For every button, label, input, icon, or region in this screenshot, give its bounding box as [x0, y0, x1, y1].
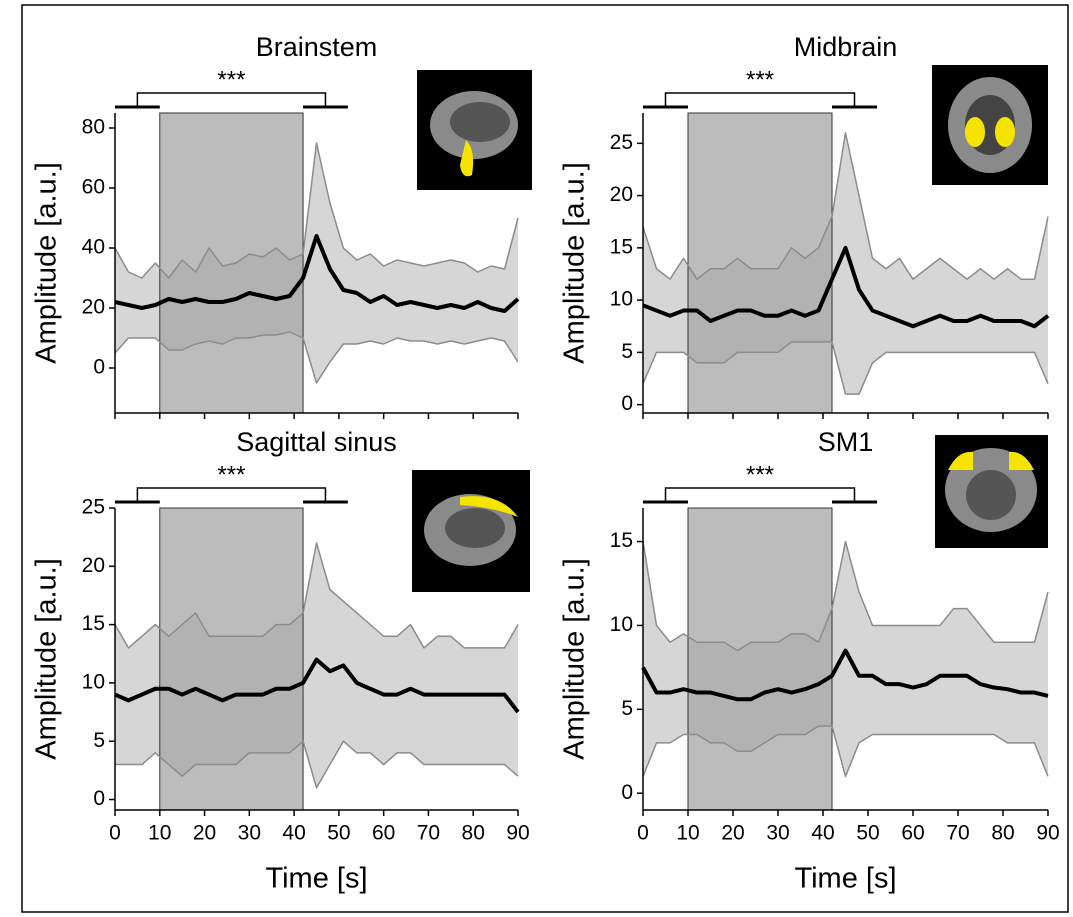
- x-tick-label: 30: [238, 822, 261, 845]
- panel-title: SM1: [818, 427, 874, 457]
- mean-line: [114, 657, 520, 714]
- significance-bracket: [136, 92, 327, 107]
- y-tick-label: 0: [93, 356, 105, 379]
- plots: 0 20 40 60 80 Brainstem Amplitude [a.u.] *** 0 5 1…: [31, 32, 1060, 895]
- x-tick-label: 90: [1036, 822, 1059, 845]
- y-tick-label: 20: [82, 296, 105, 319]
- lower-line: [114, 331, 519, 384]
- shaded-region: [159, 507, 304, 811]
- shaded-region: [687, 112, 833, 414]
- y-tick-label: 10: [82, 670, 105, 693]
- y-tick-label: 15: [82, 612, 105, 635]
- x-axis-label: Time [s]: [265, 863, 367, 895]
- panel-title: Brainstem: [256, 32, 378, 62]
- y-tick-label: 20: [610, 183, 633, 206]
- x-tick-label: 20: [193, 822, 216, 845]
- y-tick-label: 10: [610, 613, 633, 636]
- y-axis-label: Amplitude [a.u.]: [559, 558, 591, 760]
- y-tick-label: 5: [621, 340, 633, 363]
- x-tick-label: 30: [766, 822, 789, 845]
- x-axis-label: Time [s]: [794, 863, 896, 895]
- y-tick-label: 0: [621, 781, 633, 804]
- y-tick-label: 15: [610, 235, 633, 258]
- significance-label: ***: [746, 461, 774, 488]
- lower-line: [642, 725, 1049, 778]
- y-tick-label: 15: [610, 529, 633, 552]
- x-tick-label: 0: [637, 822, 649, 845]
- panel-title: Sagittal sinus: [236, 427, 397, 457]
- significance-bracket: [664, 92, 856, 107]
- x-tick-label: 60: [901, 822, 924, 845]
- panel-title: Midbrain: [794, 32, 898, 62]
- x-tick-label: 80: [991, 822, 1014, 845]
- x-tick-label: 70: [417, 822, 440, 845]
- upper-line: [642, 132, 1049, 280]
- shaded-region: [159, 112, 304, 414]
- significance-label: ***: [746, 66, 774, 93]
- shaded-region: [687, 507, 833, 811]
- x-tick-label: 40: [811, 822, 834, 845]
- x-tick-label: 50: [856, 822, 879, 845]
- upper-line: [642, 540, 1049, 652]
- y-tick-label: 25: [610, 131, 633, 154]
- x-tick-label: 10: [676, 822, 699, 845]
- lower-line: [642, 341, 1049, 395]
- x-tick-label: 0: [109, 822, 121, 845]
- x-tick-label: 70: [946, 822, 969, 845]
- inset-midbrain: [932, 65, 1048, 185]
- y-tick-label: 0: [93, 787, 105, 810]
- lower-line: [115, 740, 519, 789]
- x-tick-label: 50: [327, 822, 350, 845]
- inset-sagittal: [412, 470, 530, 592]
- y-tick-label: 60: [82, 176, 105, 199]
- y-tick-label: 5: [621, 697, 633, 720]
- y-tick-label: 25: [82, 496, 105, 519]
- significance-label: ***: [217, 461, 245, 488]
- y-axis-label: Amplitude [a.u.]: [559, 162, 591, 364]
- significance-bracket: [136, 487, 327, 502]
- mean-line: [641, 648, 1049, 702]
- mean-line: [114, 234, 520, 313]
- inset-sm1: [935, 435, 1048, 548]
- x-tick-label: 90: [506, 822, 529, 845]
- y-tick-label: 10: [610, 288, 633, 311]
- x-tick-label: 80: [462, 822, 485, 845]
- x-tick-label: 20: [721, 822, 744, 845]
- x-tick-label: 10: [148, 822, 171, 845]
- y-tick-label: 5: [93, 729, 105, 752]
- y-tick-label: 20: [82, 554, 105, 577]
- y-axis-label: Amplitude [a.u.]: [31, 558, 63, 760]
- x-tick-label: 40: [282, 822, 305, 845]
- mean-line: [642, 245, 1050, 329]
- significance-bracket: [664, 487, 856, 502]
- y-tick-label: 0: [621, 392, 633, 415]
- upper-line: [114, 542, 519, 649]
- x-tick-label: 60: [372, 822, 395, 845]
- y-tick-label: 40: [82, 236, 105, 259]
- y-axis-label: Amplitude [a.u.]: [31, 162, 63, 364]
- frame: [21, 4, 1069, 913]
- significance-label: ***: [217, 66, 245, 93]
- inset-brainstem: [417, 70, 532, 190]
- upper-line: [114, 142, 519, 279]
- y-tick-label: 80: [82, 116, 105, 139]
